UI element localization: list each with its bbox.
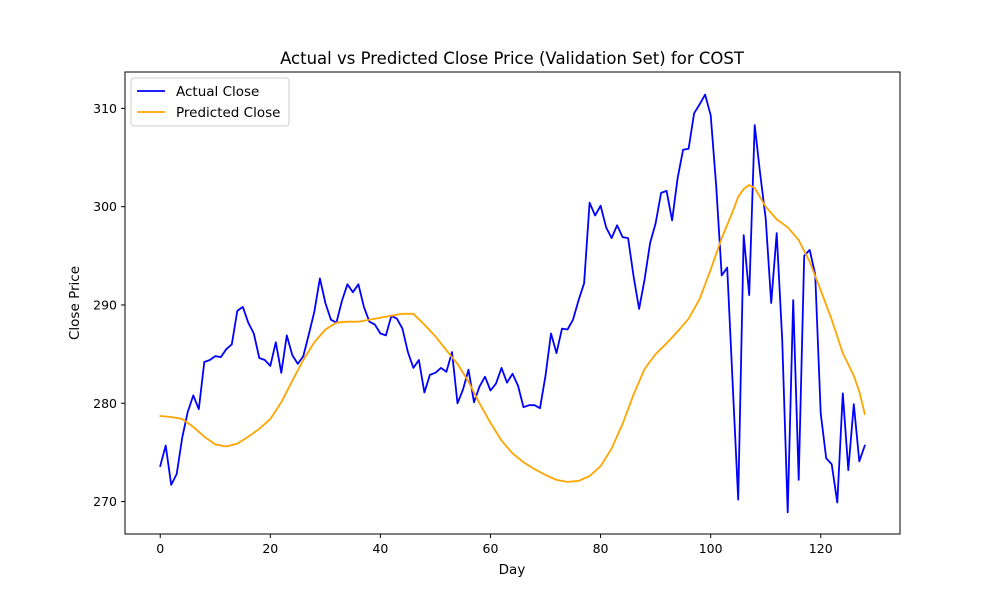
plot-area [159,93,866,514]
legend: Actual Close Predicted Close [130,77,290,127]
axes: 0 20 40 60 80 100 120 270 280 290 300 310 [93,101,833,556]
legend-box [130,77,290,127]
x-tick-label: 120 [809,541,833,556]
x-tick-label: 100 [699,541,723,556]
x-tick-label: 40 [372,541,388,556]
y-tick-label: 300 [93,199,117,214]
y-tick-label: 280 [93,396,117,411]
chart-title: Actual vs Predicted Close Price (Validat… [280,49,745,68]
legend-label-0: Actual Close [176,84,259,100]
series-line-0 [159,93,866,514]
plot-frame [124,71,901,535]
legend-label-1: Predicted Close [176,105,280,121]
y-tick-label: 310 [93,101,117,116]
y-tick-label: 270 [93,494,117,509]
x-tick-label: 80 [593,541,609,556]
x-axis-label: Day [499,562,526,578]
y-axis-label: Close Price [67,266,83,340]
x-tick-label: 0 [156,541,164,556]
x-tick-label: 60 [483,541,499,556]
series-line-1 [159,184,866,483]
x-tick-label: 20 [262,541,278,556]
y-tick-label: 290 [93,297,117,312]
